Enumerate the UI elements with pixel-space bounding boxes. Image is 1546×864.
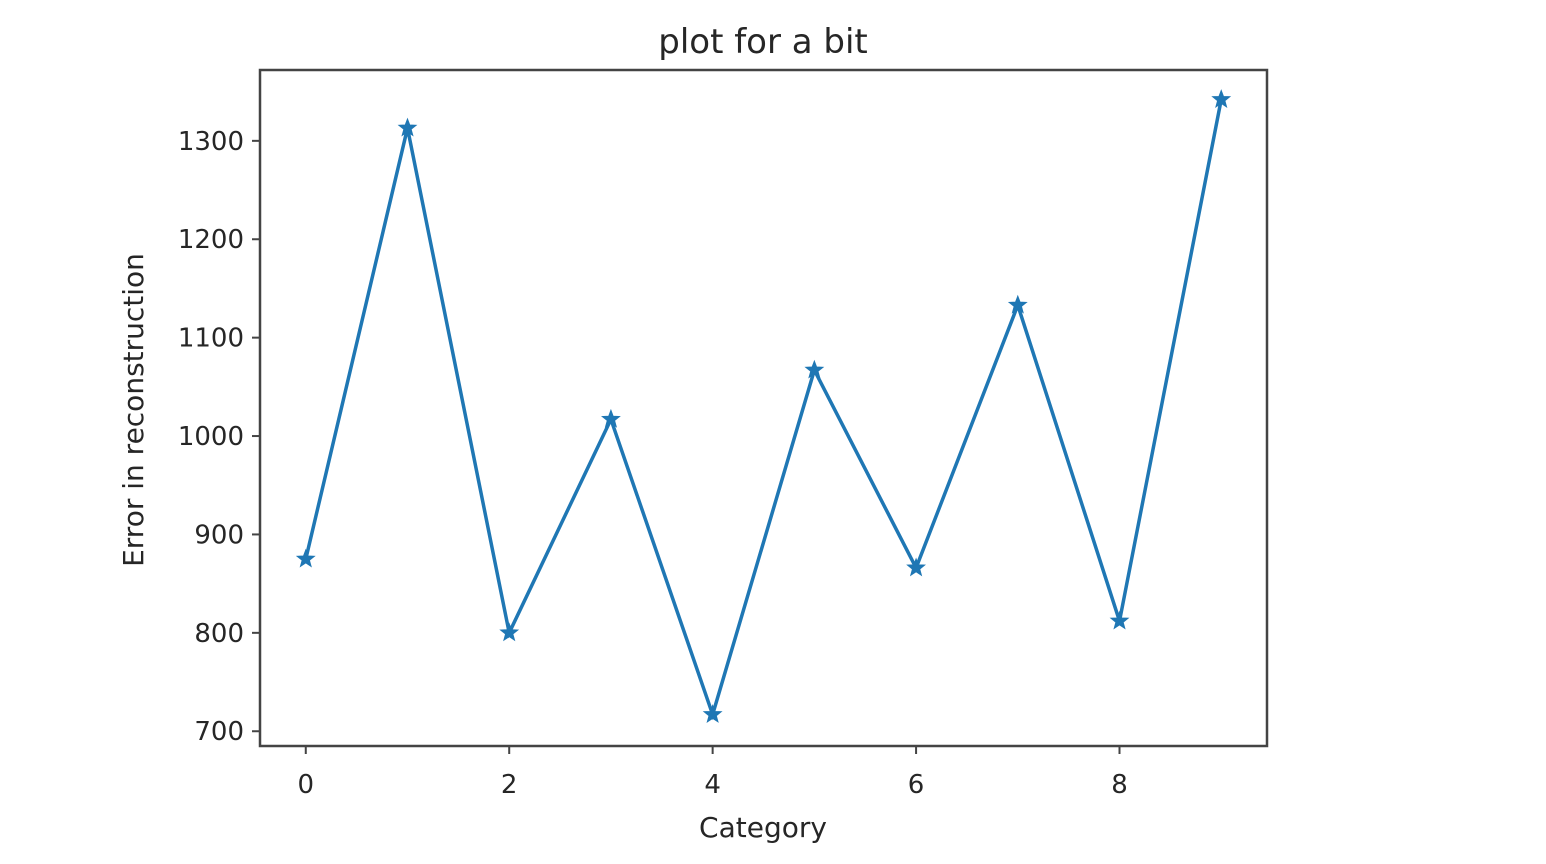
data-point-star-marker — [397, 117, 418, 137]
y-tick-label: 1200 — [178, 225, 244, 255]
y-tick-label: 700 — [194, 717, 244, 747]
plot-frame — [258, 68, 1269, 748]
data-point-star-marker — [906, 557, 926, 577]
y-tick-label: 1300 — [178, 127, 244, 157]
series-line — [304, 99, 1223, 721]
series-layer — [295, 89, 1232, 723]
x-tick-label: 6 — [908, 770, 925, 800]
y-tick-label: 1000 — [178, 422, 244, 452]
data-point-star-marker — [295, 548, 316, 568]
data-point-star-marker — [1211, 89, 1232, 108]
x-tick-label: 4 — [704, 770, 721, 800]
data-point-star-marker — [1109, 610, 1130, 630]
chart-title: plot for a bit — [658, 22, 868, 62]
y-tick-label: 900 — [194, 520, 244, 550]
y-tick-label: 1100 — [178, 324, 244, 354]
data-point-star-marker — [601, 408, 621, 428]
x-axis-label: Category — [699, 811, 827, 844]
x-tick-label: 8 — [1111, 770, 1128, 800]
y-axis: 700 800 900 1000 1100 1200 1300 — [178, 127, 260, 747]
x-tick-label: 0 — [297, 770, 314, 800]
x-axis: 0 2 4 6 8 — [297, 746, 1128, 800]
data-point-star-marker — [499, 622, 520, 642]
plot-area: 0 2 4 6 8 700 800 900 1000 1100 1200 1300 — [178, 68, 1269, 800]
data-point-star-marker — [804, 359, 825, 379]
y-axis-label: Error in reconstruction — [117, 253, 150, 567]
y-tick-label: 800 — [194, 619, 244, 649]
data-point-star-marker — [702, 704, 723, 723]
x-tick-label: 2 — [501, 770, 518, 800]
data-point-star-marker — [1007, 294, 1028, 314]
